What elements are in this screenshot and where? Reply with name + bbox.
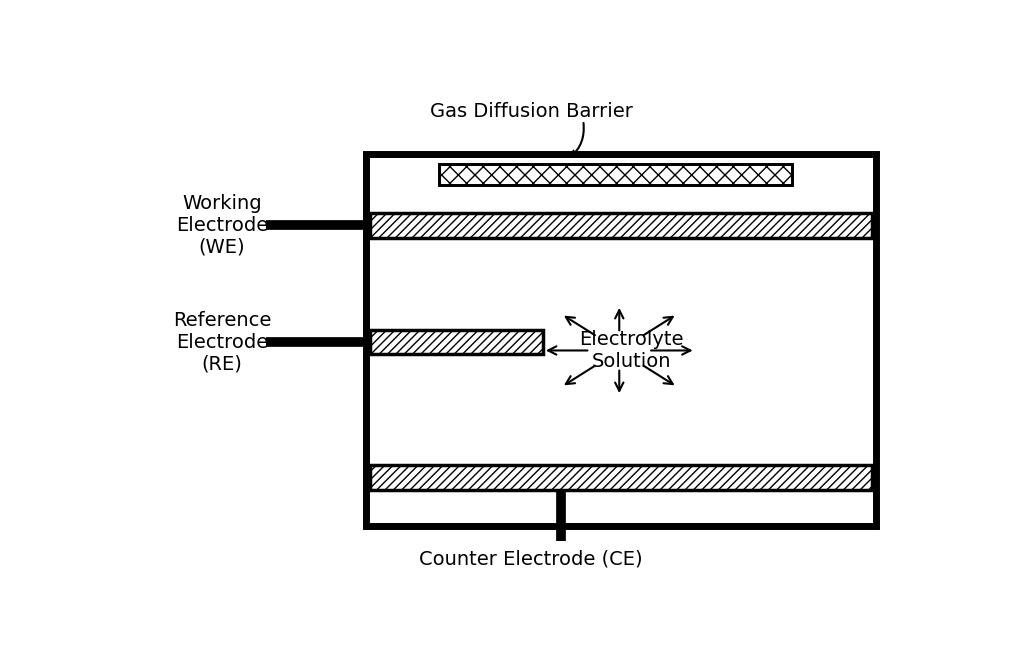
Bar (371, 330, 543, 354)
Text: Counter Electrode (CE): Counter Electrode (CE) (420, 549, 642, 568)
Text: Reference
Electrode
(RE): Reference Electrode (RE) (173, 311, 271, 374)
Bar (371, 465, 872, 491)
Text: Electrolyte
Solution: Electrolyte Solution (579, 330, 684, 371)
Text: Gas Diffusion Barrier: Gas Diffusion Barrier (430, 102, 632, 121)
Bar (438, 163, 792, 185)
Text: Working
Electrode
(WE): Working Electrode (WE) (176, 194, 268, 256)
Bar (438, 163, 792, 185)
Bar (367, 154, 876, 525)
Bar (371, 213, 872, 238)
